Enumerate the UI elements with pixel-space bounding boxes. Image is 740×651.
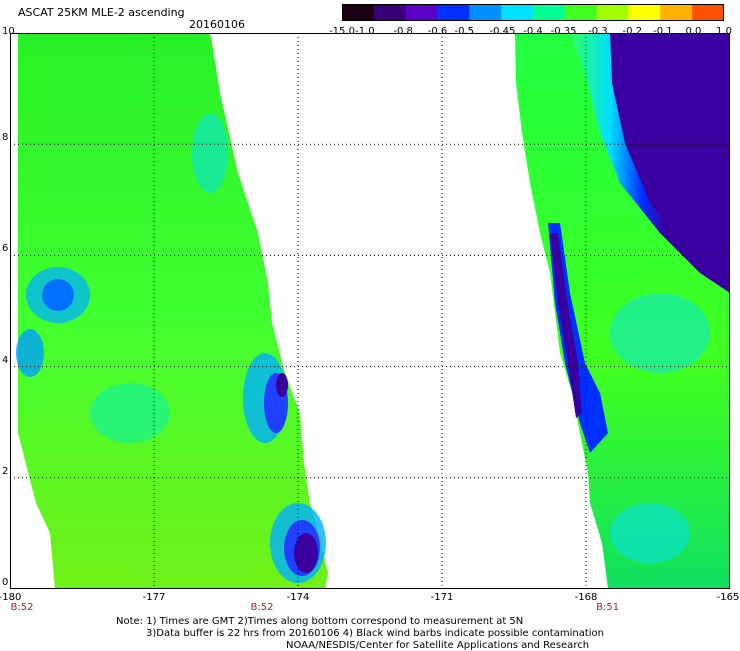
lat-tick-label: 8 [2,132,9,144]
colorbar-segment [501,4,534,21]
colorbar-segment [469,4,502,21]
colorbar-segment [660,4,693,21]
colorbar-label: 1.0 [716,26,732,37]
time-reference-label: B:52 [250,602,274,613]
colorbar-segment [373,4,407,21]
swath-right [515,33,730,589]
time-reference-label: B:51 [596,602,620,613]
colorbar-label: -0.5 [454,26,474,37]
swath-left [16,33,328,589]
colorbar-segment [533,4,566,21]
lat-tick-label: 2 [2,465,9,477]
lat-tick-label: 4 [2,354,9,366]
map-frame [10,33,730,589]
lon-tick-label: -165 [716,592,740,603]
colorbar-label: -0.35 [550,26,577,37]
colorbar-label: -0.2 [622,26,643,37]
colorbar-label: -0.45 [489,26,516,37]
colorbar-segment [692,4,724,21]
colorbar-label: -0.1 [653,26,673,37]
map-plot [10,33,730,589]
colorbar-label: -0.8 [393,26,413,37]
colorbar-label: -15.0 [329,26,355,37]
colorbar-segment [342,4,375,21]
colorbar-segment [564,4,598,21]
colorbar-segment [437,4,470,21]
map-date: 20160106 [189,18,245,31]
footer-credit: NOAA/NESDIS/Center for Satellite Applica… [286,640,590,651]
lon-tick-label: -171 [430,592,454,603]
lat-tick-label: 0 [2,577,9,588]
map-title: ASCAT 25KM MLE-2 ascending [18,6,185,19]
lat-tick-label: 10 [2,26,15,37]
lon-tick-label: -180 [0,592,22,603]
colorbar-segment [628,4,661,21]
colorbar-segment [596,4,629,21]
colorbar-label: -0.4 [523,26,543,37]
lat-tick-label: 6 [2,243,9,255]
colorbar-label: -0.3 [588,26,608,37]
time-reference-label: B:52 [10,602,34,613]
colorbar-label: 0.0 [685,26,702,37]
map-gridlines [10,33,730,589]
colorbar-label: -1.0 [355,26,375,37]
lon-tick-label: -168 [574,592,598,603]
colorbar [342,4,724,21]
lon-tick-label: -177 [142,592,166,603]
lon-tick-label: -174 [286,592,310,603]
colorbar-segment [405,4,438,21]
colorbar-label: -0.6 [427,26,448,37]
footer-note-1: Note: 1) Times are GMT 2)Times along bot… [116,616,524,627]
footer-note-2: 3)Data buffer is 22 hrs from 20160106 4)… [146,628,604,639]
